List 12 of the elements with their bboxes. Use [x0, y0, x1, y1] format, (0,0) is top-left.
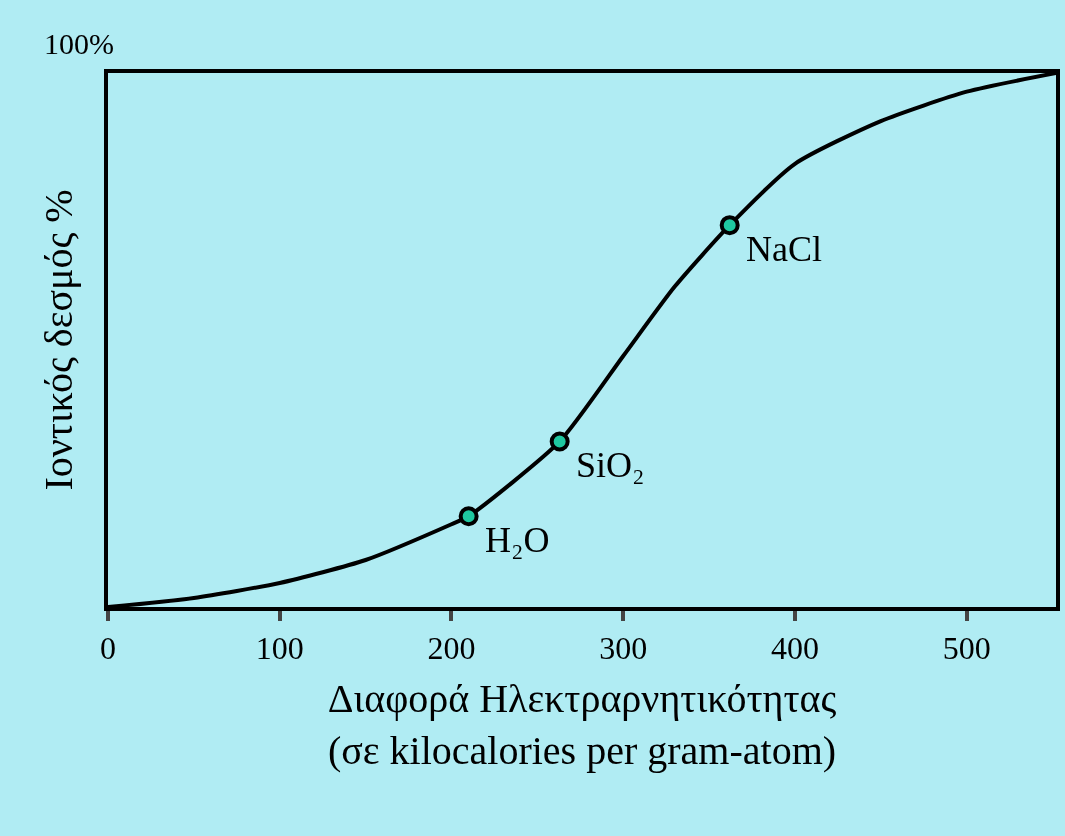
x-tick-label: 500 [942, 630, 991, 667]
annotation: NaCl [746, 229, 822, 269]
y-axis-title: Ιοντικός δεσμός % [36, 189, 81, 491]
text: 100% [44, 27, 114, 60]
x-tick-label: 300 [599, 630, 648, 667]
x-tick-label: 0 [100, 630, 116, 667]
x-axis-title: Διαφορά Ηλεκτραρνητικότητας (σε kilocalories per gram-atom) [327, 676, 837, 774]
x-tick-label: 100 [255, 630, 304, 667]
x-tick-label: 200 [427, 630, 476, 667]
x-tick-label: 400 [770, 630, 819, 667]
annotation: H₂O [485, 520, 550, 560]
annotation: SiO₂ [576, 445, 645, 485]
